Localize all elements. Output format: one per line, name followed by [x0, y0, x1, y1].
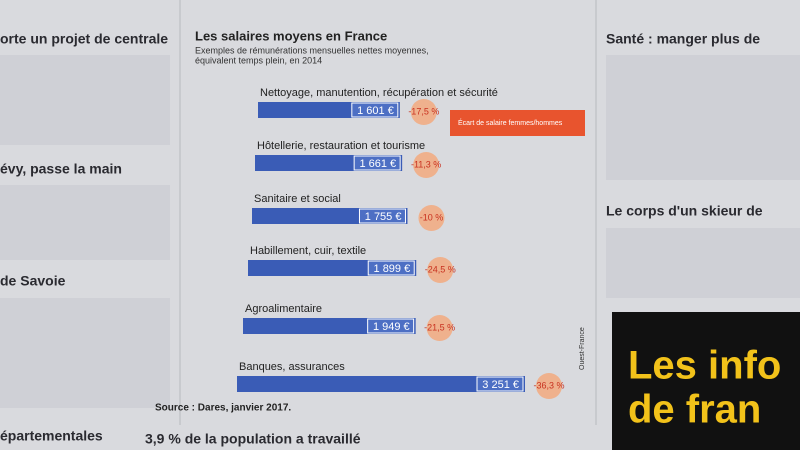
gap-label: -36,3 % [533, 380, 564, 390]
gap-label: -10 % [420, 212, 444, 222]
value-label: 1 755 € [365, 211, 402, 223]
value-label: 1 601 € [357, 105, 394, 117]
headline: Santé : manger plus de [606, 31, 760, 47]
bar [237, 376, 525, 392]
credit: Ouest-France [579, 327, 586, 370]
gap-marker [410, 99, 437, 125]
value-box [358, 208, 406, 224]
value-box [476, 376, 524, 392]
value-label: 1 949 € [373, 321, 410, 333]
text-block [0, 55, 170, 145]
category-label: Habillement, cuir, textile [250, 245, 366, 257]
value-label: 1 661 € [359, 158, 396, 170]
ad-box [612, 312, 800, 450]
value-box [353, 155, 401, 171]
legend-box [450, 110, 585, 136]
gap-label: -24,5 % [425, 264, 456, 274]
text-block [606, 228, 800, 298]
chart-subtitle: équivalent temps plein, en 2014 [195, 55, 322, 65]
category-label: Nettoyage, manutention, récupération et … [260, 87, 498, 99]
category-label: Agroalimentaire [245, 303, 322, 315]
value-box [367, 260, 415, 276]
gap-label: -21,5 % [424, 322, 455, 332]
category-label: Sanitaire et social [254, 193, 341, 205]
chart-title: Les salaires moyens en France [195, 28, 387, 43]
gap-label: -17,5 % [408, 106, 439, 116]
headline: de Savoie [0, 273, 66, 289]
text-block [0, 298, 170, 408]
gap-marker [427, 257, 454, 283]
ad-text: de fran [628, 388, 761, 432]
category-label: Hôtellerie, restauration et tourisme [257, 140, 425, 152]
value-label: 3 251 € [482, 379, 519, 391]
chart-subtitle: Exemples de rémunérations mensuelles net… [195, 45, 429, 55]
gap-label: -11,3 % [411, 159, 441, 169]
headline: Le corps d'un skieur de [606, 203, 763, 219]
legend-label: Écart de salaire femmes/hommes [458, 118, 563, 127]
headline: épartementales [0, 428, 103, 444]
source: Source : Dares, janvier 2017. [155, 403, 291, 414]
headline: 3,9 % de la population a travaillé [145, 431, 361, 447]
headline: évy, passe la main [0, 161, 122, 177]
body-text [0, 55, 800, 408]
text-block [606, 55, 800, 180]
value-box [351, 102, 399, 118]
value-box [367, 318, 415, 334]
gap-marker [536, 373, 562, 399]
text-block [0, 185, 170, 260]
gap-marker [418, 205, 445, 231]
gap-marker [413, 152, 440, 178]
headline: orte un projet de centrale [0, 31, 168, 47]
category-label: Banques, assurances [239, 361, 345, 373]
ad-text: Les info [628, 344, 781, 388]
value-label: 1 899 € [374, 263, 411, 275]
gap-marker [426, 315, 453, 341]
